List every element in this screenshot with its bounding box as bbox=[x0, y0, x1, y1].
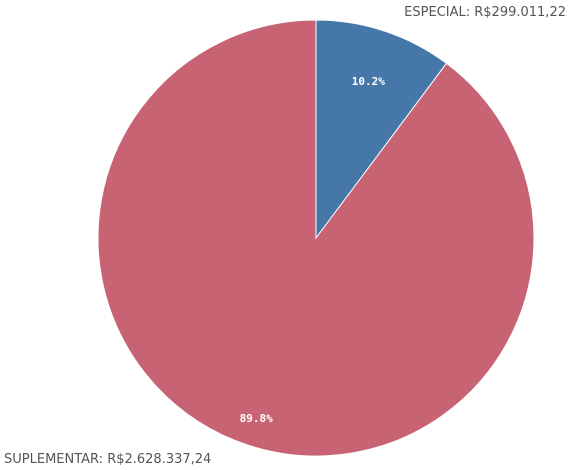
outer-label-especial: ESPECIAL: R$299.011,22 bbox=[404, 5, 566, 20]
pie-slices bbox=[97, 19, 535, 457]
slice-percent-label-suplementar: 89.8% bbox=[240, 412, 273, 425]
pie-slice-suplementar[interactable] bbox=[97, 19, 535, 457]
pie-slice-especial[interactable] bbox=[315, 19, 448, 240]
slice-percent-label-especial: 10.2% bbox=[352, 75, 385, 88]
pie-labels: 10.2% 89.8% ESPECIAL: R$299.011,22 SUPLE… bbox=[4, 5, 566, 467]
outer-label-suplementar: SUPLEMENTAR: R$2.628.337,24 bbox=[4, 452, 211, 467]
